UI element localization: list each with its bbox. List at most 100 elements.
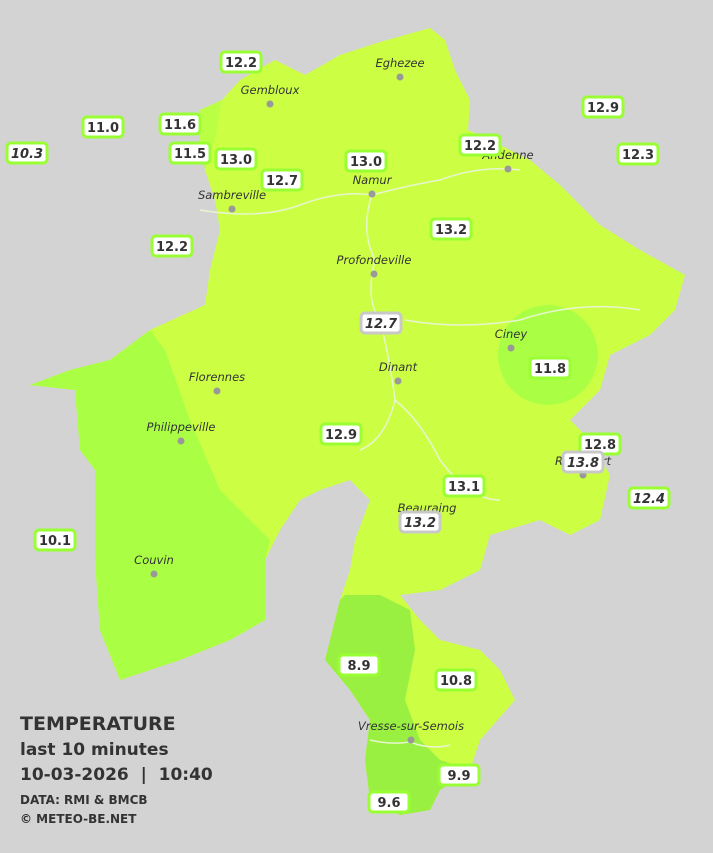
- station-box: [442, 474, 486, 498]
- legend-copyright: © METEO-BE.NET: [20, 812, 137, 826]
- station-box: [168, 141, 212, 165]
- station-value: 13.0: [220, 153, 252, 168]
- station: 13.8: [561, 450, 605, 474]
- station-value: 11.5: [174, 147, 206, 162]
- city-dot: [150, 570, 158, 578]
- station: 13.2: [429, 217, 473, 241]
- station-box: [627, 486, 671, 510]
- station: 12.2: [150, 234, 194, 258]
- city-dot: [507, 344, 515, 352]
- station-value: 13.2: [435, 223, 467, 238]
- station-value: 12.8: [584, 438, 616, 453]
- zone-west: [30, 330, 270, 680]
- station-value: 12.2: [225, 56, 257, 71]
- station-box: [319, 422, 363, 446]
- station-value: 12.9: [587, 101, 619, 116]
- station: 13.2: [398, 510, 442, 534]
- city-dot: [407, 736, 415, 744]
- station-value: 12.2: [464, 139, 496, 154]
- zone-south: [325, 595, 470, 815]
- station: 12.4: [627, 486, 671, 510]
- station-box: [219, 50, 263, 74]
- legend-subtitle: last 10 minutes: [20, 740, 169, 760]
- station-box: [337, 653, 381, 677]
- station-box: [5, 141, 49, 165]
- city-label: Dinant: [379, 360, 418, 374]
- legend-title: TEMPERATURE: [20, 713, 176, 735]
- station-box: [616, 142, 660, 166]
- station: 8.9: [337, 653, 381, 677]
- station-value: 12.3: [622, 148, 654, 163]
- station-box: [359, 311, 403, 335]
- station: 12.2: [458, 133, 502, 157]
- station-value: 13.1: [448, 480, 480, 495]
- station: 12.2: [219, 50, 263, 74]
- station: 13.0: [214, 147, 258, 171]
- station: 13.0: [344, 149, 388, 173]
- station-value: 10.3: [11, 147, 43, 162]
- legend-datetime: 10-03-2026 | 10:40: [20, 765, 213, 785]
- station: 12.9: [581, 95, 625, 119]
- station-box: [458, 133, 502, 157]
- station-box: [367, 790, 411, 814]
- city-dot: [177, 437, 185, 445]
- station-value: 13.2: [404, 516, 436, 531]
- station-value: 12.2: [156, 240, 188, 255]
- city-dot: [228, 205, 236, 213]
- station-value: 8.9: [347, 659, 370, 674]
- station-box: [260, 168, 304, 192]
- station-box: [344, 149, 388, 173]
- station-value: 9.9: [447, 769, 470, 784]
- station-box: [434, 668, 478, 692]
- station: 13.1: [442, 474, 486, 498]
- station-value: 12.7: [365, 317, 398, 332]
- station-value: 11.0: [87, 121, 119, 136]
- station: 11.5: [168, 141, 212, 165]
- station-value: 10.8: [440, 674, 472, 689]
- station-box: [214, 147, 258, 171]
- station: 11.6: [158, 112, 202, 136]
- station: 12.9: [319, 422, 363, 446]
- city-label: Ciney: [495, 327, 528, 341]
- station-value: 12.4: [633, 492, 665, 507]
- station-value: 9.6: [377, 796, 400, 811]
- legend-source: DATA: RMI & BMCB: [20, 793, 148, 807]
- city-label: Couvin: [134, 553, 174, 567]
- city-dot: [504, 165, 512, 173]
- station: 12.3: [616, 142, 660, 166]
- station: 9.6: [367, 790, 411, 814]
- city-label: Gembloux: [241, 83, 300, 97]
- city-label: Profondeville: [337, 253, 412, 267]
- station-box: [398, 510, 442, 534]
- station-value: 10.1: [39, 534, 71, 549]
- station-value: 12.9: [325, 428, 357, 443]
- station: 10.8: [434, 668, 478, 692]
- station: 12.7: [260, 168, 304, 192]
- city-label: Eghezee: [375, 56, 424, 70]
- city-label: Vresse-sur-Semois: [358, 719, 464, 733]
- zone-ciney: [498, 305, 598, 405]
- station-box: [158, 112, 202, 136]
- station-value: 13.8: [567, 456, 599, 471]
- city-dot: [368, 190, 376, 198]
- station-value: 11.8: [534, 362, 566, 377]
- station: 9.9: [437, 763, 481, 787]
- station-value: 12.7: [266, 174, 298, 189]
- station-box: [528, 356, 572, 380]
- station-box: [561, 450, 605, 474]
- station: 10.3: [5, 141, 49, 165]
- station-box: [150, 234, 194, 258]
- city-dot: [370, 270, 378, 278]
- city-label: Namur: [353, 173, 393, 187]
- station: 12.7: [359, 311, 403, 335]
- station: 11.0: [81, 115, 125, 139]
- station-value: 13.0: [350, 155, 382, 170]
- station: 10.1: [33, 528, 77, 552]
- city-dot: [266, 100, 274, 108]
- city-label: Florennes: [189, 370, 245, 384]
- city-label: Philippeville: [147, 420, 216, 434]
- station-box: [581, 95, 625, 119]
- station: 11.8: [528, 356, 572, 380]
- station-box: [429, 217, 473, 241]
